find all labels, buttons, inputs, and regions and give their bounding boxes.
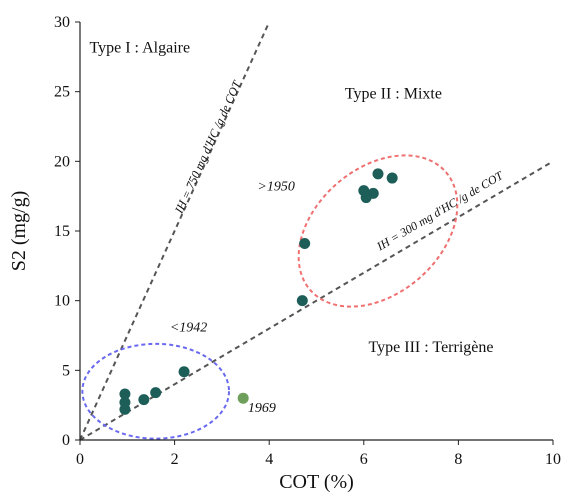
axes [79, 22, 553, 441]
chart-text: COT (%) S2 (mg/g) Type I : Algaire Type … [8, 40, 506, 493]
data-point [367, 187, 379, 199]
ellipse-label-before-1942: <1942 [170, 320, 207, 335]
x-tick-label: 8 [454, 451, 462, 468]
x-tick-label: 4 [265, 451, 273, 468]
region-label-type-ii: Type II : Mixte [345, 86, 442, 103]
reference-lines [79, 21, 554, 441]
data-point [296, 295, 308, 307]
data-point [138, 394, 150, 406]
data-point [299, 238, 311, 250]
reference-line-1 [79, 160, 554, 441]
region-label-type-i: Type I : Algaire [89, 40, 190, 57]
x-tick-label: 6 [360, 451, 368, 468]
y-tick-label: 30 [54, 14, 70, 31]
point-annotation-1969: 1969 [248, 401, 276, 416]
x-tick-label: 10 [545, 451, 561, 468]
y-tick-label: 5 [62, 362, 70, 379]
y-tick-label: 10 [54, 293, 70, 310]
reference-line-0 [79, 21, 271, 441]
y-tick-label: 20 [54, 153, 70, 170]
period-ellipses [81, 154, 459, 440]
x-tick-label: 2 [171, 451, 179, 468]
y-axis-label: S2 (mg/g) [8, 191, 30, 272]
highlight-point [237, 392, 249, 404]
data-point [150, 387, 162, 399]
data-point [386, 172, 398, 184]
y-tick-label: 25 [54, 84, 70, 101]
data-point [372, 168, 384, 180]
data-point [178, 366, 190, 378]
data-points [119, 168, 398, 415]
ref-line-label-ih-750: IH = 750 mg d'HC /g de COT [171, 78, 244, 217]
x-tick-label: 0 [76, 451, 84, 468]
data-point [119, 403, 131, 415]
x-axis-label: COT (%) [279, 471, 354, 493]
ellipse-1 [81, 342, 230, 440]
region-label-type-iii: Type III : Terrigène [369, 339, 494, 356]
y-tick-label: 0 [62, 432, 70, 449]
ellipse-0 [297, 154, 459, 308]
tick-labels: 0 2 4 6 8 10 0 5 10 15 20 25 30 [54, 14, 561, 468]
y-tick-label: 15 [54, 223, 70, 240]
data-point [119, 388, 131, 400]
ellipse-label-after-1950: >1950 [257, 180, 294, 195]
